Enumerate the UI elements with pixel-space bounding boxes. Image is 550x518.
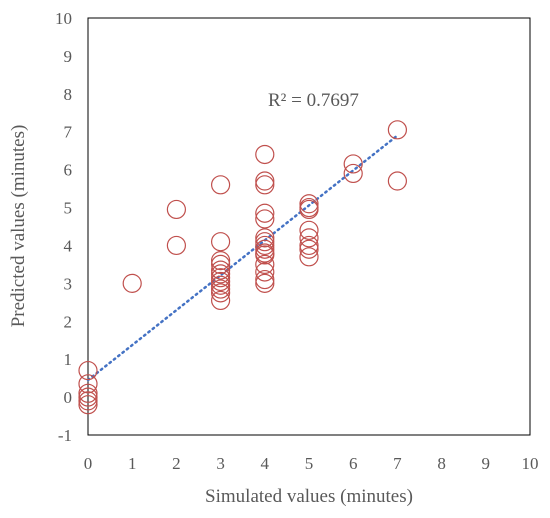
data-point [343,154,363,174]
y-tick-label: 10 [55,9,72,28]
data-point [255,209,275,229]
y-tick-label: 8 [64,85,73,104]
data-point [299,239,319,259]
data-point [211,264,231,284]
data-point [78,387,98,407]
data-point [211,175,231,195]
data-point [166,199,186,220]
y-axis-title: Predicted values (minutes) [8,125,29,328]
data-point [122,273,142,293]
y-tick-label: 4 [64,236,73,255]
data-point [299,228,319,248]
data-point [255,273,275,293]
data-points [78,120,407,415]
data-point [299,199,319,220]
data-point [211,254,231,275]
data-point [255,175,275,195]
x-tick-label: 4 [261,454,270,473]
data-point [211,279,231,299]
data-point [299,197,319,218]
data-point [255,171,275,191]
data-point [255,144,275,165]
x-axis-title: Simulated values (minutes) [205,486,413,507]
data-point [255,203,275,223]
y-tick-label: 3 [64,274,73,293]
data-point [211,283,231,303]
x-tick-label: 7 [393,454,402,473]
y-tick-label: 9 [64,47,73,66]
data-point [211,232,231,252]
data-point [211,290,231,311]
data-point [343,163,363,184]
data-point [78,383,98,403]
x-axis: 0 1 2 3 4 5 6 7 8 9 10 [84,454,539,473]
data-point [387,171,407,191]
y-axis: -1 0 1 2 3 4 5 6 7 8 9 10 [55,9,73,445]
data-point [78,374,98,394]
x-tick-label: 6 [349,454,358,473]
data-point [387,120,407,140]
data-point [255,254,275,275]
y-tick-label: 5 [64,199,73,218]
x-tick-label: 10 [522,454,539,473]
x-tick-label: 2 [172,454,181,473]
y-tick-label: 0 [64,388,73,407]
data-point [299,220,319,240]
data-point [255,262,275,282]
data-point [255,235,275,256]
y-tick-label: -1 [58,426,72,445]
data-point [299,247,319,267]
data-point [166,235,186,256]
x-tick-label: 9 [482,454,491,473]
data-point [211,268,231,288]
r-squared-annotation: R² = 0.7697 [268,90,359,111]
y-tick-label: 1 [64,350,73,369]
data-point [255,239,275,259]
x-tick-label: 8 [437,454,446,473]
x-tick-label: 1 [128,454,137,473]
y-tick-label: 2 [64,312,73,331]
y-tick-label: 7 [64,123,73,142]
data-point [211,260,231,280]
y-tick-label: 6 [64,161,73,180]
data-point [255,228,275,248]
x-tick-label: 3 [216,454,225,473]
data-point [78,395,98,415]
data-point [255,232,275,252]
data-point [299,235,319,256]
data-point [211,271,231,292]
plot-area [87,17,531,436]
data-point [211,275,231,295]
x-tick-label: 5 [305,454,314,473]
data-point [299,194,319,214]
data-point [78,391,98,411]
data-point [78,360,98,381]
data-point [255,269,275,290]
x-tick-label: 0 [84,454,93,473]
trendline [86,134,399,382]
data-point [255,245,275,265]
data-point [211,251,231,271]
